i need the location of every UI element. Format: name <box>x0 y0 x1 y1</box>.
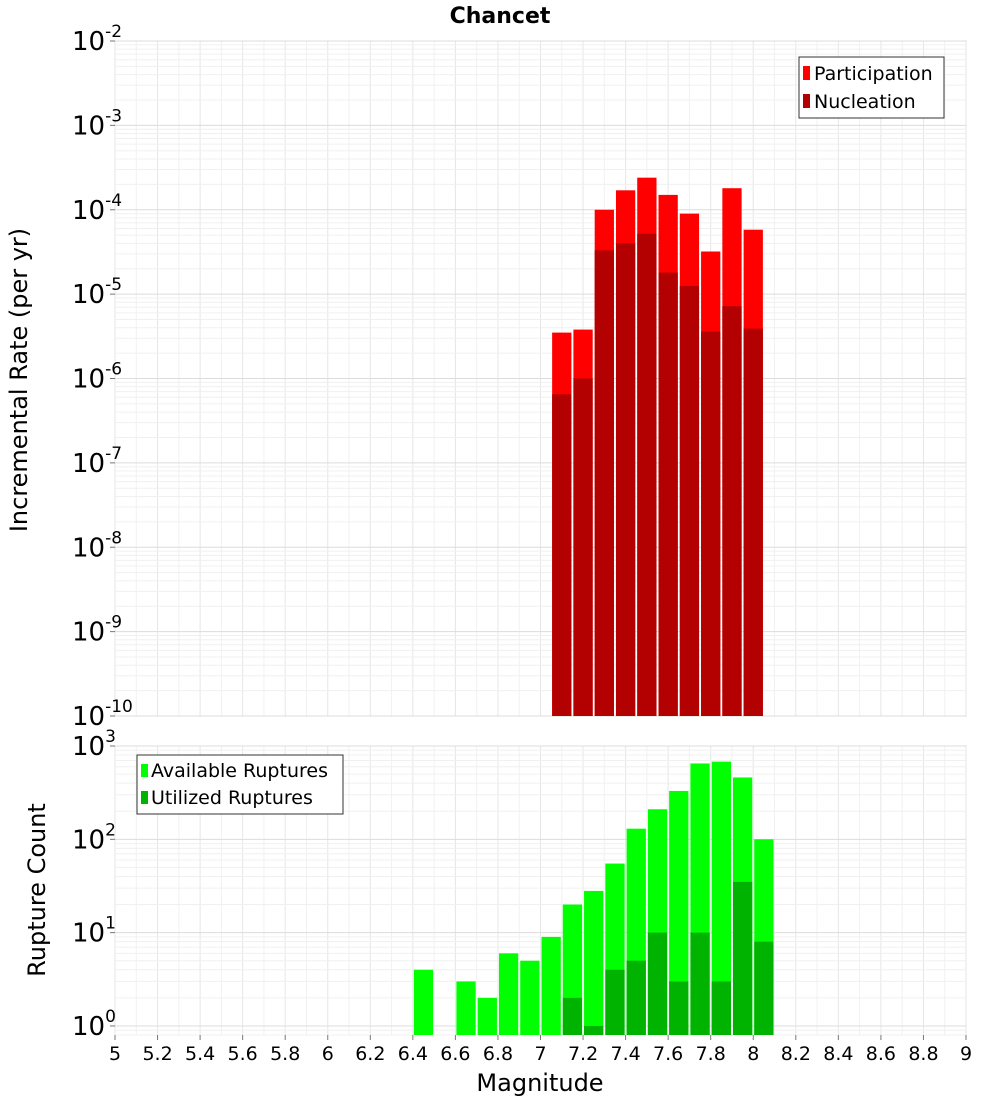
y-tick-label: 10-5 <box>72 275 122 310</box>
nucleation-bar <box>552 394 572 716</box>
legend-label-available: Available Ruptures <box>151 760 328 782</box>
y-tick-label: 10-4 <box>72 191 122 226</box>
y-tick-label: 10-6 <box>72 360 122 395</box>
bottom-y-axis-label: Rupture Count <box>23 803 51 977</box>
y-tick-label: 10-2 <box>72 22 122 57</box>
utilized-ruptures-bar <box>584 1025 604 1035</box>
available-ruptures-bar <box>541 936 561 1035</box>
rupture-count-panel: 100 101 102 103 5 5.2 5.4 5.6 5.8 6 6.2 6.4 6.6 6.8 7… <box>23 727 972 1097</box>
nucleation-bar <box>594 250 614 717</box>
available-ruptures-bar <box>711 761 731 1035</box>
x-tick-label: 5 <box>109 1043 121 1065</box>
x-tick-label: 7.2 <box>568 1043 598 1065</box>
y-tick-label: 10-3 <box>72 106 122 141</box>
utilized-ruptures-bar <box>647 932 668 1035</box>
nucleation-bar <box>658 272 678 716</box>
x-tick-labels: 5 5.2 5.4 5.6 5.8 6 6.2 6.4 6.6 6.8 7 7.2 7.4 7.6 7.8 8… <box>109 1035 972 1065</box>
x-tick-label: 7 <box>534 1043 546 1065</box>
nucleation-bar <box>722 306 742 716</box>
legend-swatch-participation <box>803 66 810 80</box>
utilized-ruptures-bar <box>626 960 646 1035</box>
legend-label-nucleation: Nucleation <box>814 91 916 113</box>
x-tick-label: 6 <box>322 1043 334 1065</box>
legend-label-participation: Participation <box>814 63 933 85</box>
nucleation-bar <box>573 378 593 716</box>
x-tick-label: 8.2 <box>781 1043 811 1065</box>
legend-swatch-nucleation <box>803 94 810 108</box>
available-ruptures-bar <box>520 960 540 1035</box>
top-legend: Participation Nucleation <box>798 56 945 119</box>
top-gridlines <box>114 40 967 717</box>
utilized-ruptures-bar <box>754 941 774 1035</box>
y-tick-label: 102 <box>72 820 116 855</box>
x-tick-label: 6.4 <box>398 1043 428 1065</box>
bottom-y-tick-labels: 100 101 102 103 <box>72 727 116 1042</box>
x-tick-label: 6.8 <box>483 1043 513 1065</box>
bottom-bars <box>413 761 774 1035</box>
top-bars <box>552 177 763 717</box>
nucleation-bar <box>701 331 721 716</box>
utilized-ruptures-bar <box>669 981 689 1035</box>
nucleation-bar <box>679 285 700 716</box>
x-tick-label: 5.8 <box>270 1043 300 1065</box>
utilized-ruptures-bar <box>605 969 625 1035</box>
x-tick-label: 7.4 <box>610 1043 640 1065</box>
available-ruptures-bar <box>413 969 434 1035</box>
utilized-ruptures-bar <box>690 932 710 1035</box>
x-tick-label: 8.4 <box>823 1043 853 1065</box>
available-ruptures-bar <box>477 997 497 1035</box>
y-tick-label: 10-8 <box>72 528 122 563</box>
available-ruptures-bar <box>456 981 476 1035</box>
participation-panel: 10-10 10-9 10-8 10-7 10-6 10-5 10-4 10-3 10-2 In… <box>5 22 967 732</box>
y-tick-label: 10-10 <box>72 697 133 732</box>
utilized-ruptures-bar <box>732 881 753 1035</box>
available-ruptures-bar <box>584 890 604 1035</box>
x-tick-label: 6.2 <box>355 1043 385 1065</box>
bottom-legend-box <box>136 754 344 815</box>
bottom-legend: Available Ruptures Utilized Ruptures <box>136 754 344 815</box>
y-tick-label: 10-7 <box>72 444 122 479</box>
x-tick-label: 5.2 <box>142 1043 172 1065</box>
x-tick-label: 7.6 <box>653 1043 683 1065</box>
x-tick-label: 8.8 <box>908 1043 938 1065</box>
nucleation-bar <box>637 233 657 716</box>
available-ruptures-bar <box>498 953 519 1035</box>
y-tick-label: 101 <box>72 914 116 949</box>
nucleation-bar <box>743 328 763 716</box>
x-axis-label: Magnitude <box>476 1069 603 1097</box>
x-tick-label: 5.6 <box>228 1043 258 1065</box>
utilized-ruptures-bar <box>711 981 731 1035</box>
x-tick-label: 8.6 <box>866 1043 896 1065</box>
x-tick-label: 5.4 <box>185 1043 215 1065</box>
available-ruptures-bar <box>669 790 689 1035</box>
y-tick-label: 103 <box>72 727 116 762</box>
x-tick-label: 7.8 <box>696 1043 726 1065</box>
legend-swatch-available <box>141 764 148 777</box>
y-tick-label: 10-9 <box>72 613 122 648</box>
top-y-tick-labels: 10-10 10-9 10-8 10-7 10-6 10-5 10-4 10-3 10-2 <box>72 22 133 732</box>
x-tick-label: 8 <box>747 1043 759 1065</box>
chart-title: Chancet <box>450 4 551 29</box>
y-tick-label: 100 <box>72 1007 116 1042</box>
top-legend-box <box>798 56 945 119</box>
legend-swatch-utilized <box>141 791 148 804</box>
top-y-axis-label: Incremental Rate (per yr) <box>5 228 33 532</box>
x-tick-label: 6.6 <box>440 1043 470 1065</box>
nucleation-bar <box>615 243 636 717</box>
legend-label-utilized: Utilized Ruptures <box>151 787 313 809</box>
x-tick-label: 9 <box>960 1043 972 1065</box>
utilized-ruptures-bar <box>562 997 583 1035</box>
